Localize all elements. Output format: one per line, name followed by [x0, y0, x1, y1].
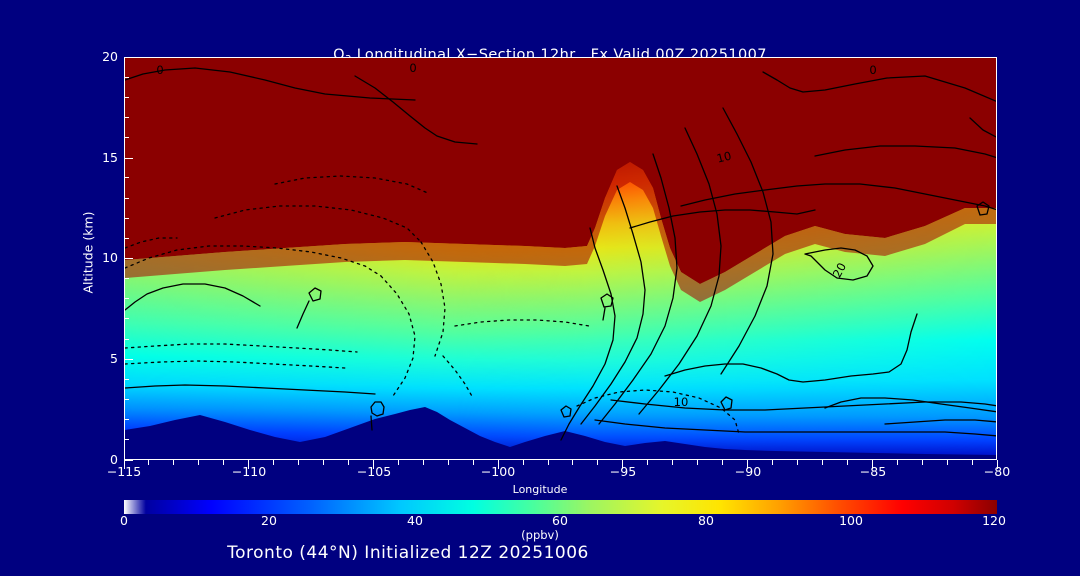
x-minor-tick [697, 460, 699, 465]
contour-lines-dotted [125, 175, 740, 435]
x-minor-tick [896, 460, 898, 465]
x-minor-tick [846, 460, 848, 465]
svg-text:0: 0 [409, 61, 416, 75]
y-minor-tick [124, 116, 129, 118]
y-minor-tick [124, 278, 129, 280]
x-tick-label: −85 [859, 464, 887, 479]
x-minor-tick [921, 460, 923, 465]
y-major-tick [124, 359, 133, 360]
x-major-tick [372, 460, 374, 469]
colorbar-tick-label: 0 [120, 513, 128, 528]
x-minor-tick [323, 460, 325, 465]
figure-caption: Toronto (44°N) Initialized 12Z 20251006 [0, 543, 1080, 563]
x-minor-tick [298, 460, 300, 465]
y-minor-tick [124, 237, 129, 239]
y-tick-label: 0 [110, 452, 118, 467]
x-minor-tick [672, 460, 674, 465]
x-tick-label: −90 [734, 464, 762, 479]
svg-text:0: 0 [869, 63, 876, 77]
y-tick-label: 20 [102, 49, 118, 64]
y-minor-tick [124, 76, 129, 78]
y-minor-tick [124, 318, 129, 320]
y-axis-title-wrapper: Altitude (km) [78, 190, 98, 330]
colorbar-tick-label: 100 [839, 513, 863, 528]
x-minor-tick [198, 460, 200, 465]
x-minor-tick [547, 460, 549, 465]
x-minor-tick [422, 460, 424, 465]
colorbar-tick-label: 80 [698, 513, 714, 528]
y-tick-label: 5 [110, 351, 118, 366]
x-minor-tick [572, 460, 574, 465]
x-minor-tick [821, 460, 823, 465]
y-tick-label: 15 [102, 150, 118, 165]
y-minor-tick [124, 378, 129, 380]
x-major-tick [123, 460, 125, 469]
x-tick-label: −105 [356, 464, 392, 479]
x-major-tick [871, 460, 873, 469]
y-minor-tick [124, 439, 129, 441]
y-minor-tick [124, 137, 129, 139]
x-minor-tick [397, 460, 399, 465]
x-major-tick [622, 460, 624, 469]
x-axis-title: Longitude [512, 483, 568, 496]
svg-text:10: 10 [715, 149, 733, 166]
svg-text:10: 10 [674, 395, 689, 409]
terrain-mask [125, 407, 996, 459]
contour-labels: 0 0 0 10 10 20 [156, 61, 876, 409]
y-major-tick [124, 57, 133, 58]
x-minor-tick [946, 460, 948, 465]
x-major-tick [497, 460, 499, 469]
svg-text:20: 20 [830, 260, 849, 279]
y-axis-title: Altitude (km) [80, 211, 96, 294]
x-minor-tick [447, 460, 449, 465]
y-minor-tick [124, 298, 129, 300]
x-minor-tick [647, 460, 649, 465]
x-minor-tick [722, 460, 724, 465]
y-minor-tick [124, 197, 129, 199]
contour-lines [125, 67, 996, 441]
x-tick-label: −80 [983, 464, 1011, 479]
plot-area: 0 0 0 10 10 20 [124, 57, 997, 460]
x-minor-tick [522, 460, 524, 465]
y-major-tick [124, 158, 133, 159]
x-tick-label: −95 [609, 464, 637, 479]
x-minor-tick [772, 460, 773, 465]
colorbar-tick-label: 120 [982, 513, 1006, 528]
x-minor-tick [347, 460, 349, 465]
y-minor-tick [124, 419, 129, 421]
x-tick-label: −110 [231, 464, 267, 479]
colorbar-tick-label: 60 [552, 513, 568, 528]
y-minor-tick [124, 338, 129, 340]
y-minor-tick [124, 96, 129, 98]
y-minor-tick [124, 177, 129, 179]
y-minor-tick [124, 217, 129, 219]
x-minor-tick [971, 460, 973, 465]
y-major-tick [124, 460, 133, 461]
colorbar [124, 500, 997, 514]
colorbar-units: (ppbv) [521, 528, 559, 542]
y-tick-label: 10 [102, 250, 118, 265]
colorbar-tick-label: 20 [261, 513, 277, 528]
y-minor-tick [124, 399, 129, 401]
x-major-tick [747, 460, 749, 469]
x-major-tick [248, 460, 250, 469]
x-minor-tick [796, 460, 798, 465]
x-minor-tick [173, 460, 175, 465]
x-tick-label: −100 [480, 464, 516, 479]
ozone-cross-section-image: 0 0 0 10 10 20 [125, 58, 996, 459]
y-major-tick [124, 258, 133, 259]
x-major-tick [996, 460, 998, 469]
figure-caption-text: Toronto (44°N) Initialized 12Z 20251006 [227, 543, 589, 563]
title-prefix: O [333, 47, 345, 63]
svg-text:0: 0 [156, 63, 163, 77]
x-minor-tick [597, 460, 599, 465]
colorbar-tick-label: 40 [407, 513, 423, 528]
x-minor-tick [273, 460, 275, 465]
x-tick-label: −115 [106, 464, 142, 479]
x-minor-tick [472, 460, 474, 465]
x-minor-tick [148, 460, 150, 465]
x-minor-tick [223, 460, 225, 465]
